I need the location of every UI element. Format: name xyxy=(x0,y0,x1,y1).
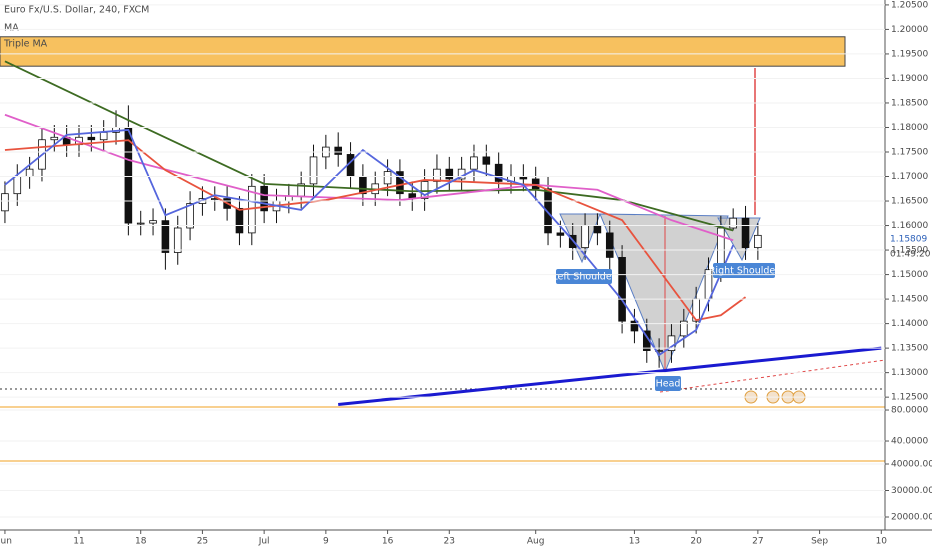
x-tick-label: 11 xyxy=(73,537,84,547)
candle-body xyxy=(433,168,441,182)
candle-body xyxy=(149,220,157,224)
y-tick-label: 40000.0000 xyxy=(891,460,932,470)
candle-body xyxy=(667,335,676,351)
y-tick-label: 80.0000 xyxy=(891,406,928,416)
candle-body xyxy=(186,203,194,229)
candle-body xyxy=(593,225,602,234)
moving-average xyxy=(4,113,734,242)
countdown: 01:49:20 xyxy=(890,250,931,260)
y-tick-label: 1.19500 xyxy=(891,49,928,59)
annotation-box xyxy=(556,269,612,284)
annotation: Right Shoulder xyxy=(709,266,779,277)
candle-body xyxy=(235,207,244,234)
candle-body xyxy=(420,181,429,199)
price-tag xyxy=(886,231,932,261)
candle-body xyxy=(754,234,762,249)
moving-average xyxy=(4,128,735,357)
candle-body xyxy=(396,171,404,195)
resistance-zone xyxy=(0,36,846,67)
candle-body xyxy=(87,136,96,141)
y-tick-label: 1.19000 xyxy=(891,74,928,84)
candle-body xyxy=(544,188,552,234)
y-tick-label: 1.17000 xyxy=(891,172,928,182)
y-tick-label: 1.18000 xyxy=(891,123,928,133)
y-tick-label: 1.13000 xyxy=(891,368,928,378)
candle-body xyxy=(605,232,614,258)
last-price: 1.15809 xyxy=(890,235,927,245)
x-tick-label: 25 xyxy=(197,537,208,547)
x-tick-label: 27 xyxy=(752,537,763,547)
y-tick-label: 1.16000 xyxy=(891,221,928,231)
candle-body xyxy=(494,163,503,182)
candle-body xyxy=(630,320,639,332)
candle-body xyxy=(556,232,565,236)
indicator-label: Triple MA xyxy=(3,39,48,50)
y-tick-label: 1.18500 xyxy=(891,98,928,108)
candle-body xyxy=(25,168,34,177)
x-tick-label: 16 xyxy=(382,537,394,547)
candle-body xyxy=(260,185,268,212)
y-tick-label: 1.20500 xyxy=(891,0,928,10)
candle-body xyxy=(334,146,342,155)
y-tick-label: 1.20000 xyxy=(891,25,928,35)
x-tick-label: 20 xyxy=(690,537,702,547)
candle-body xyxy=(161,220,170,253)
x-tick-label: Sep xyxy=(811,537,828,547)
y-tick-label: 1.13500 xyxy=(891,344,928,354)
candle-body xyxy=(309,156,318,185)
candle-body xyxy=(618,257,626,322)
dashed-trend xyxy=(659,359,886,393)
candle-body xyxy=(13,176,22,195)
y-tick-label: 40.0000 xyxy=(891,437,928,447)
y-tick-label: 20000.0000 xyxy=(891,512,932,522)
candle-body xyxy=(741,217,750,249)
y-tick-label: 1.14000 xyxy=(891,319,928,329)
candle-body xyxy=(581,225,589,249)
candle-body xyxy=(482,156,491,165)
y-tick-label: 1.16500 xyxy=(891,197,928,207)
candle-body xyxy=(729,217,737,229)
y-tick-label: 1.12500 xyxy=(891,393,928,403)
candle-body xyxy=(173,227,182,253)
y-tick-label: 30000.0000 xyxy=(891,486,932,496)
moving-average xyxy=(4,139,747,322)
y-tick-label: 1.14500 xyxy=(891,295,928,305)
trend-line xyxy=(338,346,882,407)
indicator-label: MA xyxy=(4,23,19,34)
annotation: Head xyxy=(656,379,681,390)
x-tick-label: 13 xyxy=(629,537,640,547)
x-tick-label: 10 xyxy=(876,537,888,547)
x-tick-label: Aug xyxy=(527,537,545,547)
chart-title: Euro Fx/U.S. Dollar, 240, FXCM xyxy=(4,5,149,16)
x-tick-label: 23 xyxy=(444,537,455,547)
y-tick-label: 1.15000 xyxy=(891,270,928,280)
annotation: Left Shoulder xyxy=(552,272,615,283)
candle-body xyxy=(136,222,145,225)
candle-body xyxy=(383,171,392,185)
candle-body xyxy=(445,168,454,180)
x-tick-label: Jul xyxy=(258,537,270,547)
candle-body xyxy=(1,193,9,212)
x-tick-label: 9 xyxy=(323,537,329,547)
x-tick-label: 18 xyxy=(135,537,147,547)
candle-body xyxy=(470,156,478,170)
annotation-box xyxy=(655,376,681,391)
x-tick-label: Jun xyxy=(0,537,12,547)
y-tick-label: 1.17500 xyxy=(891,147,928,157)
y-tick-label: 1.15500 xyxy=(891,246,928,256)
candle-body xyxy=(680,320,688,337)
candle-body xyxy=(359,176,367,195)
candle-body xyxy=(99,131,108,141)
candle-body xyxy=(50,136,59,141)
